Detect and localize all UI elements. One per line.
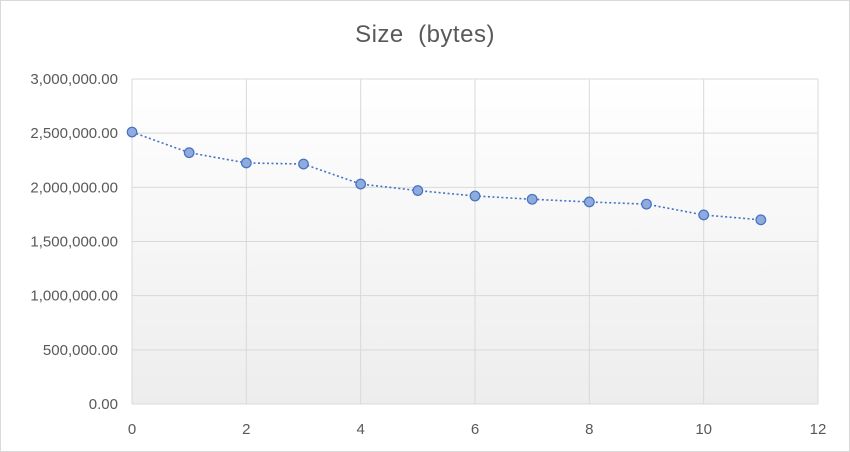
chart-title: Size (bytes) — [355, 21, 495, 48]
data-point — [526, 193, 538, 205]
data-point — [641, 198, 652, 210]
x-tick-label: 2 — [242, 421, 250, 438]
data-point — [755, 214, 767, 226]
data-point — [698, 209, 710, 221]
y-tick-label: 1,500,000.00 — [30, 234, 118, 251]
data-point — [240, 157, 252, 169]
y-tick-label: 2,000,000.00 — [30, 179, 118, 196]
data-point — [183, 147, 195, 159]
x-tick-label: 0 — [128, 421, 136, 438]
data-point — [298, 158, 309, 170]
y-tick-label: 3,000,000.00 — [30, 71, 118, 88]
x-tick-label: 10 — [695, 421, 712, 438]
y-tick-label: 500,000.00 — [43, 342, 118, 359]
y-tick-label: 1,000,000.00 — [30, 288, 118, 305]
y-tick-label: 0.00 — [89, 396, 118, 413]
data-point — [355, 178, 367, 190]
axis-labels: 0.00 500,000.00 1,000,000.00 1,500,000.00 2,… — [30, 71, 826, 438]
data-point — [126, 126, 138, 138]
x-tick-label: 8 — [585, 421, 593, 438]
data-point — [412, 185, 424, 196]
x-tick-label: 12 — [810, 421, 827, 438]
series-layer — [126, 126, 767, 226]
y-tick-label: 2,500,000.00 — [30, 125, 118, 142]
grid-layer — [131, 78, 819, 405]
data-point — [469, 190, 481, 202]
data-point — [583, 196, 595, 208]
x-tick-label: 4 — [356, 421, 364, 438]
x-tick-label: 6 — [471, 421, 479, 438]
series-line — [131, 131, 761, 221]
